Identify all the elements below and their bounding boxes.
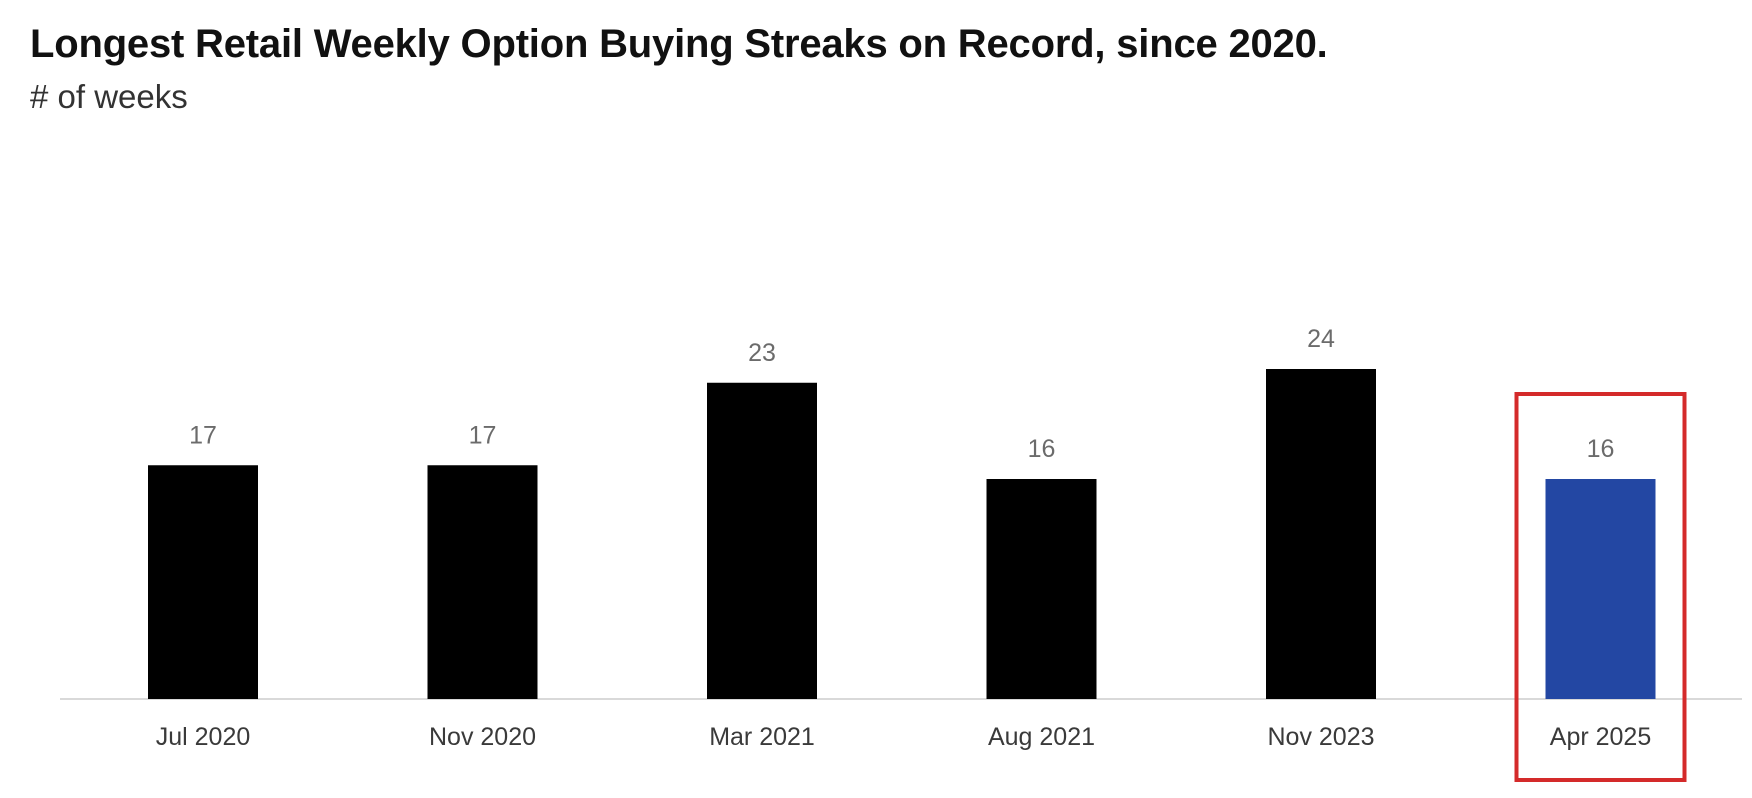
bar-jul-2020: [148, 465, 258, 699]
bars-layer: 17 Jul 2020 17 Nov 2020 23 Mar 2021 16 Aug 2021…: [60, 325, 1742, 782]
data-label: 16: [1587, 435, 1615, 463]
x-tick-label: Apr 2025: [1550, 723, 1651, 751]
bar-nov-2020: [427, 465, 538, 699]
data-label: 23: [748, 339, 776, 367]
x-tick-label: Nov 2023: [1267, 723, 1374, 751]
data-label: 24: [1307, 325, 1335, 353]
bar-nov-2023: [1266, 369, 1376, 699]
x-tick-label: Nov 2020: [429, 723, 536, 751]
x-tick-label: Jul 2020: [156, 723, 251, 751]
data-label: 16: [1028, 435, 1056, 463]
bar-aug-2021: [986, 479, 1097, 699]
x-tick-label: Mar 2021: [709, 723, 815, 751]
data-label: 17: [469, 421, 497, 449]
chart-subtitle: # of weeks: [30, 78, 188, 115]
data-label: 17: [189, 421, 217, 449]
x-tick-label: Aug 2021: [988, 723, 1095, 751]
bar-apr-2025: [1545, 479, 1656, 699]
bar-mar-2021: [707, 382, 817, 699]
chart-title: Longest Retail Weekly Option Buying Stre…: [30, 22, 1328, 66]
highlight-box: [1514, 392, 1687, 782]
